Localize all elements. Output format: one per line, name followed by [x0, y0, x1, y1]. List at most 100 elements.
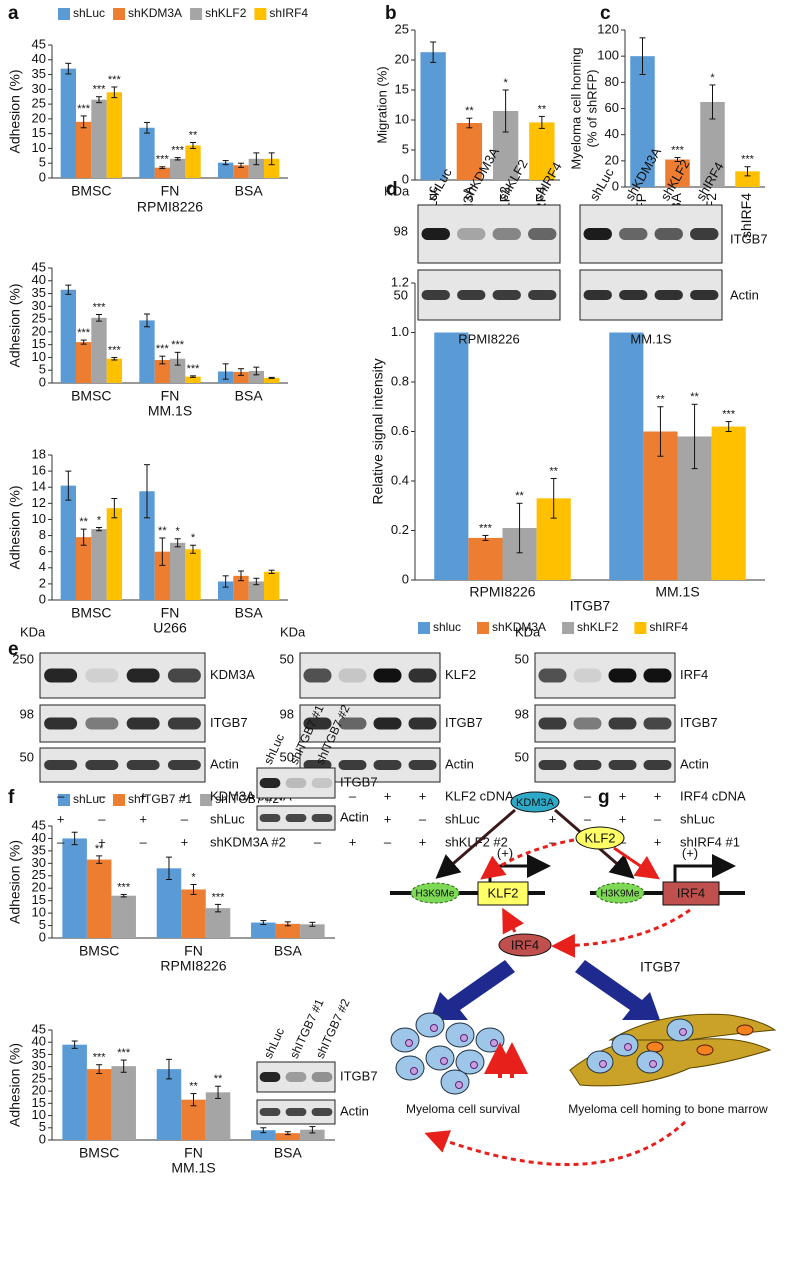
band: [619, 290, 648, 300]
band: [690, 228, 719, 240]
band: [259, 814, 281, 822]
marker: 50: [280, 749, 294, 764]
x-tick-label: BMSC: [79, 1145, 119, 1161]
legend-swatch: [634, 622, 647, 634]
y-tick-label: 40: [605, 126, 619, 141]
y-axis-label: Adhesion (%): [7, 840, 23, 924]
marker: 50: [394, 287, 408, 302]
error-bar: [430, 41, 437, 63]
y-tick-label: 0: [39, 374, 46, 389]
bar: [233, 165, 249, 178]
sign: +: [139, 811, 147, 826]
y-tick-label: 0: [39, 929, 46, 944]
y-tick-label: 10: [32, 1107, 46, 1122]
error-bar: [691, 403, 698, 470]
condition-label: shLuc: [680, 811, 715, 826]
y-tick-label: 5: [402, 141, 409, 156]
panel-label: b: [385, 3, 397, 24]
significance: **: [189, 129, 198, 141]
y-tick-label: 0.4: [391, 472, 409, 487]
significance: ***: [117, 881, 131, 893]
stroma-nucleus: [696, 1044, 714, 1056]
y-axis-label: Migration (%): [374, 66, 389, 143]
band: [44, 668, 78, 683]
effect-arrow: [575, 960, 660, 1020]
y-tick-label: 0.8: [391, 373, 409, 388]
y-tick-label: 100: [597, 48, 619, 63]
x-tick-label: FN: [184, 1145, 203, 1161]
protein: KLF2: [445, 667, 476, 682]
sign: –: [57, 834, 65, 849]
legend-label: shITGB7 #1: [128, 792, 192, 806]
panel-label: e: [8, 639, 19, 660]
bar: [264, 158, 280, 178]
nucleus: [440, 1057, 448, 1065]
significance: **: [95, 843, 104, 855]
stroma-nucleus: [736, 1024, 754, 1036]
significance: *: [710, 72, 715, 84]
legend-label: shKDM3A: [128, 6, 182, 20]
error-bar: [215, 903, 222, 913]
bar: [154, 551, 170, 600]
significance: *: [191, 871, 196, 883]
band: [259, 778, 281, 788]
error-bar: [260, 1127, 267, 1134]
error-bar: [550, 478, 557, 519]
histone-label: H3K9Me: [416, 889, 455, 900]
significance: **: [189, 1080, 198, 1092]
kda: KDa: [20, 624, 46, 639]
error-bar: [120, 1059, 127, 1073]
significance: **: [656, 394, 665, 406]
y-axis-label: (% of shRFP): [584, 69, 599, 147]
error-bar: [190, 375, 197, 378]
y-tick-label: 12: [32, 495, 46, 510]
bar: [275, 923, 301, 938]
y-tick-label: 15: [32, 125, 46, 140]
panel-label: d: [386, 179, 398, 200]
error-bar: [143, 464, 150, 519]
protein-oval: [575, 826, 625, 850]
cell: [390, 1027, 420, 1053]
error-bar: [96, 1064, 103, 1075]
y-axis-label: Adhesion (%): [7, 485, 23, 569]
bar: [264, 571, 280, 600]
y-tick-label: 15: [32, 336, 46, 351]
bar: [248, 370, 265, 383]
error-bar: [268, 376, 275, 379]
feedback-arrow: [551, 908, 691, 958]
band: [408, 717, 437, 730]
band: [573, 760, 602, 770]
significance: ***: [156, 154, 170, 166]
sign: +: [181, 834, 189, 849]
legend-label: shKLF2: [577, 620, 619, 634]
y-tick-label: 2: [39, 575, 46, 590]
band: [85, 717, 119, 730]
feedback-arrow: [424, 1120, 687, 1167]
sign: +: [384, 788, 392, 803]
condition-label: IRF4 cDNA: [680, 788, 746, 803]
band: [421, 228, 450, 240]
band: [583, 290, 612, 300]
kda: KDa: [515, 624, 541, 639]
band: [608, 760, 637, 770]
x-tick-label: BMSC: [79, 943, 119, 959]
y-tick-label: 0: [402, 571, 409, 586]
band: [373, 668, 402, 683]
panel-label: c: [600, 3, 611, 24]
protein: Actin: [340, 1103, 369, 1118]
cell: [395, 1055, 425, 1081]
panel-label: g: [598, 787, 610, 808]
protein: Actin: [680, 756, 709, 771]
protein: Actin: [340, 809, 369, 824]
band: [285, 778, 307, 788]
bar: [62, 1044, 87, 1140]
stroma-nucleus: [646, 1041, 664, 1053]
sign: –: [140, 834, 148, 849]
y-tick-label: 18: [32, 446, 46, 461]
protein: ITGB7: [730, 231, 768, 246]
bar: [91, 99, 107, 178]
bar: [468, 537, 503, 580]
significance: ***: [171, 339, 185, 351]
significance: ***: [93, 301, 107, 313]
